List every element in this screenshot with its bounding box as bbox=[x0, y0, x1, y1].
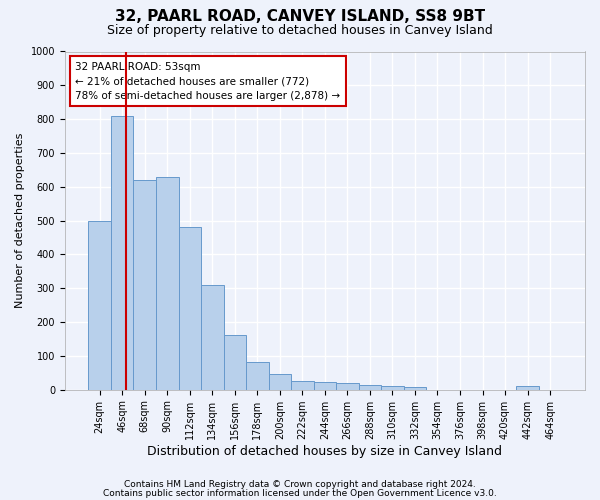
Bar bbox=[246, 362, 269, 390]
Bar bbox=[269, 374, 291, 390]
Bar bbox=[336, 383, 359, 390]
X-axis label: Distribution of detached houses by size in Canvey Island: Distribution of detached houses by size … bbox=[148, 444, 502, 458]
Bar bbox=[404, 387, 426, 390]
Bar bbox=[201, 285, 224, 390]
Bar bbox=[133, 180, 156, 390]
Bar bbox=[359, 386, 381, 390]
Text: Contains public sector information licensed under the Open Government Licence v3: Contains public sector information licen… bbox=[103, 488, 497, 498]
Bar bbox=[111, 116, 133, 390]
Bar bbox=[517, 386, 539, 390]
Bar bbox=[291, 382, 314, 390]
Text: 32, PAARL ROAD, CANVEY ISLAND, SS8 9BT: 32, PAARL ROAD, CANVEY ISLAND, SS8 9BT bbox=[115, 9, 485, 24]
Bar bbox=[381, 386, 404, 390]
Text: Contains HM Land Registry data © Crown copyright and database right 2024.: Contains HM Land Registry data © Crown c… bbox=[124, 480, 476, 489]
Text: Size of property relative to detached houses in Canvey Island: Size of property relative to detached ho… bbox=[107, 24, 493, 37]
Bar bbox=[224, 334, 246, 390]
Bar bbox=[179, 228, 201, 390]
Bar bbox=[314, 382, 336, 390]
Bar bbox=[156, 176, 179, 390]
Text: 32 PAARL ROAD: 53sqm
← 21% of detached houses are smaller (772)
78% of semi-deta: 32 PAARL ROAD: 53sqm ← 21% of detached h… bbox=[75, 62, 340, 101]
Y-axis label: Number of detached properties: Number of detached properties bbox=[15, 133, 25, 308]
Bar bbox=[88, 220, 111, 390]
